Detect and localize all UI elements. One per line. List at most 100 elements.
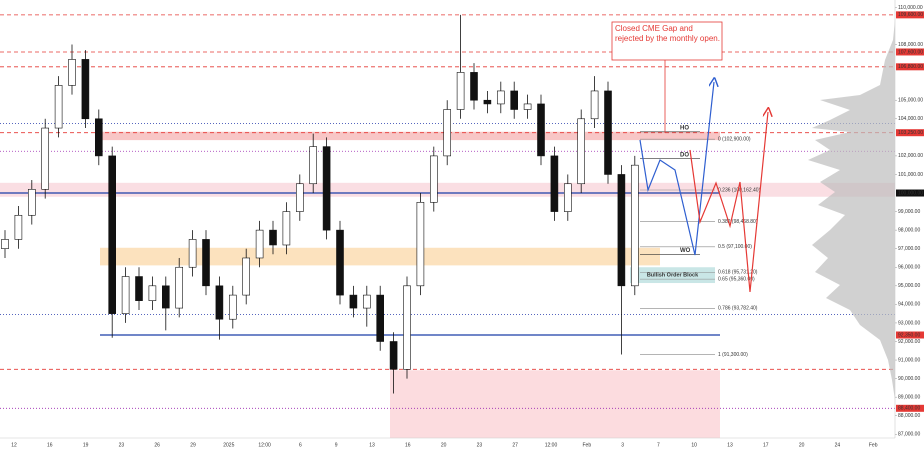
x-tick-label: 26 [154,442,160,448]
price-tag [896,189,924,197]
candle-body [336,229,344,296]
candle-body [14,214,23,240]
fib-levels: 0 (102,900.00) 0.236 (100,162.40) 0.382 (9… [640,125,761,358]
x-tick-label: 19 [83,442,89,448]
candle-body [322,146,331,231]
candle-body [135,276,143,301]
price-tag [896,48,924,56]
candle-body [282,211,291,246]
candle-body [577,118,586,185]
x-tick-label: 16 [405,442,411,448]
x-tick-label: 23 [477,442,483,448]
candle-body [523,103,532,110]
price-tag-label: 103,250.00 [898,130,923,136]
candle-body [617,174,626,287]
fib-label: 0.786 (93,782.40) [718,306,758,312]
y-tick-label: 105,000.00 [898,98,923,104]
open-level-label: DO [680,152,689,158]
y-tick-label: 98,000.00 [898,227,920,233]
volume-profile [808,20,895,400]
y-tick-label: 92,000.00 [898,339,920,345]
zone [100,247,660,266]
y-tick-label: 87,000.00 [898,432,920,438]
candle-body [255,229,264,259]
candle-body [229,294,237,320]
candle-body [376,294,385,342]
candle-body [456,72,465,110]
x-tick-label: 16 [47,442,53,448]
candle-body [309,146,318,185]
candle-body [429,155,438,203]
price-tag-label: 100,000.00 [898,190,923,196]
fib-label: 0.382 (98,468.80) [718,219,758,225]
candle-body [443,109,452,157]
fib-label: 0.65 (95,360.00) [718,276,755,282]
price-tag [896,331,924,339]
candle-body [590,90,599,120]
candle-body [162,285,170,309]
y-tick-label: 91,000.00 [898,357,920,363]
price-tag [896,404,924,412]
candle-body [389,341,398,370]
candle-body [403,285,411,370]
zone [390,370,720,438]
fib-label: 0 (102,900.00) [718,137,751,143]
x-tick-label: 9 [335,442,338,448]
y-tick-label: 89,000.00 [898,394,920,400]
candle-body [537,103,545,157]
y-tick-label: 90,000.00 [898,376,920,382]
y-tick-label: 96,000.00 [898,265,920,271]
price-tag-label: 107,600.00 [898,49,923,55]
axes: 87,000.00 88,000.00 89,000.00 90,000.00 91,0… [11,5,924,448]
x-tick-label: 12:00 [545,442,558,448]
y-tick-label: 108,000.00 [898,42,923,48]
candle-body [215,285,224,320]
y-tick-label: 110,000.00 [898,5,923,11]
x-tick-label: 10 [691,442,697,448]
fib-label: 1 (91,300.00) [718,352,748,358]
x-tick-label: 13 [369,442,375,448]
candle-body [483,99,492,105]
red-projection [689,112,768,293]
candle-body [108,155,116,314]
y-tick-label: 88,000.00 [898,413,920,419]
candle-body [175,266,183,309]
price-tag [896,129,924,137]
candle-body [362,294,371,309]
x-tick-label: 12 [11,442,17,448]
candle-body [295,183,304,212]
candles [1,14,639,394]
price-tag [896,63,924,71]
annotation: Closed CME Gap and rejected by the month… [615,24,720,43]
zone [100,131,720,141]
price-tag-label: 109,600.00 [898,12,923,18]
blue-projection [639,82,714,256]
open-level-label: WO [680,248,691,254]
x-tick-label: 23 [119,442,125,448]
candle-body [148,285,157,301]
price-tag-label: 88,400.00 [898,406,920,412]
x-tick-label: Feb [869,442,878,448]
candle-body [54,85,63,129]
y-tick-label: 104,000.00 [898,116,923,122]
candle-body [416,201,425,287]
candle-body [41,127,50,190]
candle-body [604,90,612,175]
candle-body [188,239,197,268]
candle-body [550,155,559,212]
candle-body [349,294,358,309]
candle-body [81,59,90,120]
candle-body [563,183,572,212]
annotation-text: Closed CME Gap and rejected by the month… [615,24,720,43]
candle-body [1,239,9,249]
x-tick-label: 20 [799,442,805,448]
candle-body [470,72,478,101]
x-tick-label: 12:00 [258,442,271,448]
price-tag-label: 106,800.00 [898,64,923,70]
candle-body [630,164,639,287]
open-level-label: HO [680,125,689,131]
y-tick-label: 101,000.00 [898,172,923,178]
zone-label: Bullish Order Block [647,273,699,279]
candle-body [121,276,130,314]
